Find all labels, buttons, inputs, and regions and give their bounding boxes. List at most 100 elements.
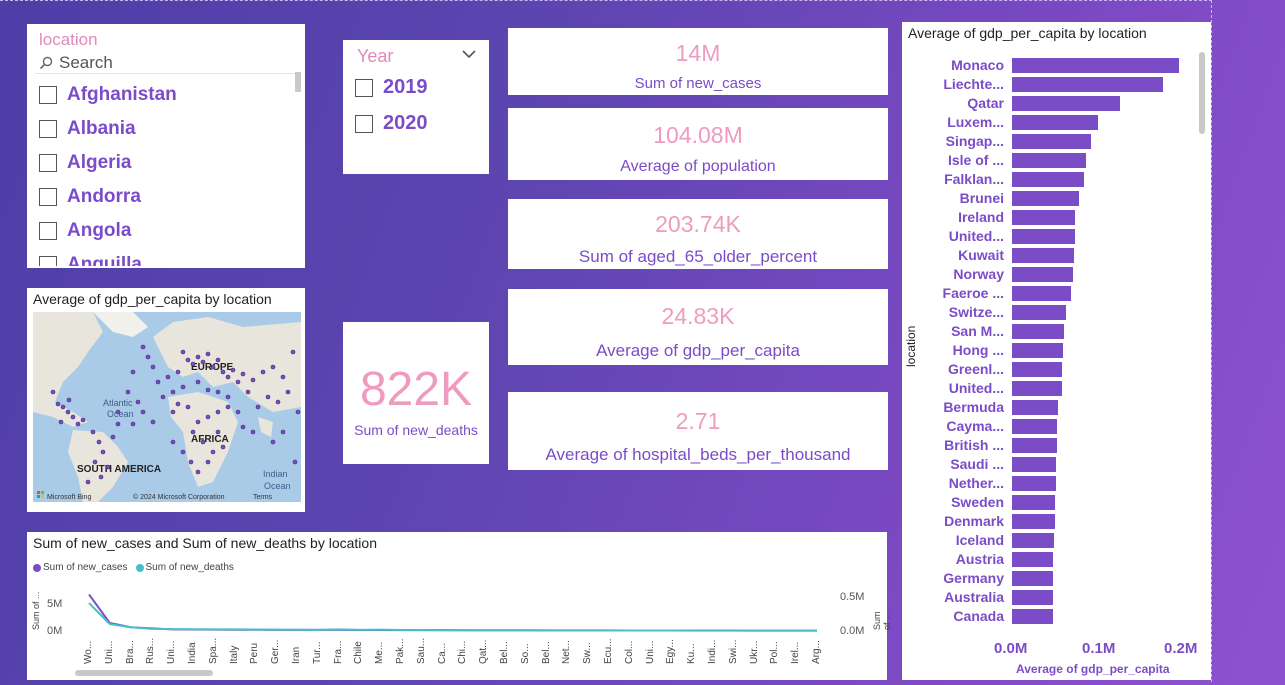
location-slicer: location Search Afghanistan Albania Alge… [27,24,305,268]
map-canvas[interactable]: EUROPE Atlantic Ocean AFRICA SOUTH AMERI… [33,312,301,502]
bar[interactable] [1012,476,1057,491]
bar[interactable] [1012,381,1062,396]
map-visual[interactable]: Average of gdp_per_capita by location EU… [27,288,305,512]
checkbox[interactable] [355,114,373,133]
kpi-value: 104.08M [653,122,743,148]
checkbox[interactable] [39,222,57,240]
bar[interactable] [1012,153,1086,168]
bar-category-label: Falklan... [944,171,1004,187]
map-point [65,409,71,415]
horizontal-scrollbar[interactable] [75,670,213,676]
bar[interactable] [1012,115,1099,130]
bar[interactable] [1012,248,1075,263]
x-tick-label: Uni... [103,640,115,664]
kpi-deaths[interactable]: 822K Sum of new_deaths [343,322,489,464]
bar[interactable] [1012,571,1054,586]
x-tick-label: Spa... [207,637,219,664]
bar[interactable] [1012,191,1079,206]
bar-category-label: Ireland [958,209,1004,225]
map-point [225,374,231,380]
series-line-cases [88,593,818,632]
bar[interactable] [1012,96,1120,111]
map-label-indian: Indian [263,469,288,479]
bar[interactable] [1012,134,1092,149]
bar[interactable] [1012,514,1056,529]
checkbox[interactable] [355,78,373,97]
map-point [210,449,216,455]
map-point [150,419,156,425]
kpi-new-cases[interactable]: 14M Sum of new_cases [508,28,888,95]
x-tick-label: Uni... [166,640,178,664]
map-point [235,409,241,415]
checkbox[interactable] [39,256,57,266]
bar[interactable] [1012,438,1057,453]
bar[interactable] [1012,77,1164,92]
map-point [230,367,236,373]
map-point [200,359,206,365]
map-point [100,449,106,455]
list-item[interactable]: 2019 [355,76,428,99]
list-item[interactable]: Albania [39,112,295,146]
bar-chart[interactable]: Average of gdp_per_capita by location lo… [902,22,1211,680]
map-point [240,371,246,377]
list-item[interactable]: Angola [39,214,295,248]
map-point [80,417,86,423]
bar[interactable] [1012,590,1053,605]
list-item[interactable]: Afghanistan [39,78,295,112]
map-point [250,429,256,435]
search-input[interactable]: Search [35,53,301,74]
list-item[interactable]: Anguilla [39,248,295,266]
checkbox[interactable] [39,86,57,104]
bar[interactable] [1012,457,1057,472]
checkbox[interactable] [39,154,57,172]
x-tick: 0.2M [1164,640,1198,657]
bar-category-label: Bermuda [943,399,1004,415]
bar[interactable] [1012,210,1075,225]
bar[interactable] [1012,609,1053,624]
map-point [215,409,221,415]
map-point [60,404,66,410]
list-item[interactable]: 2020 [355,112,428,135]
bar[interactable] [1012,286,1072,301]
scrollbar[interactable] [1199,52,1205,134]
line-chart[interactable]: Sum of new_cases and Sum of new_deaths b… [27,532,892,680]
bar[interactable] [1012,229,1075,244]
list-item[interactable]: Algeria [39,146,295,180]
bar-category-label: Norway [953,266,1004,282]
bar[interactable] [1012,172,1084,187]
checkbox[interactable] [39,120,57,138]
bar[interactable] [1012,305,1066,320]
scrollbar[interactable] [295,72,301,92]
chevron-down-icon[interactable] [461,46,477,62]
bar[interactable] [1012,324,1065,339]
line-plot [88,593,818,632]
kpi-beds[interactable]: 2.71 Average of hospital_beds_per_thousa… [508,392,888,470]
list-item-label: 2020 [383,112,428,134]
bar[interactable] [1012,58,1179,73]
kpi-label: Average of population [620,158,776,175]
map-point [115,421,121,427]
map-point [215,357,221,363]
bar[interactable] [1012,400,1058,415]
bar[interactable] [1012,419,1057,434]
list-item[interactable]: Andorra [39,180,295,214]
map-point [245,389,251,395]
x-tick: 0.0M [994,640,1028,657]
legend-dot-cases [33,563,41,572]
kpi-label: Average of gdp_per_capita [596,341,800,360]
map-point [90,429,96,435]
checkbox[interactable] [39,188,57,206]
map-point [170,389,176,395]
kpi-gdp[interactable]: 24.83K Average of gdp_per_capita [508,289,888,365]
x-tick-label: Bel... [499,641,510,664]
bar[interactable] [1012,343,1064,358]
bar-category-label: Cayma... [946,418,1004,434]
bar[interactable] [1012,267,1074,282]
bar[interactable] [1012,495,1056,510]
bar-category-label: Germany [943,570,1004,586]
bar[interactable] [1012,533,1055,548]
bar[interactable] [1012,552,1054,567]
bar[interactable] [1012,362,1063,377]
kpi-population[interactable]: 104.08M Average of population [508,108,888,180]
kpi-aged[interactable]: 203.74K Sum of aged_65_older_percent [508,199,888,269]
